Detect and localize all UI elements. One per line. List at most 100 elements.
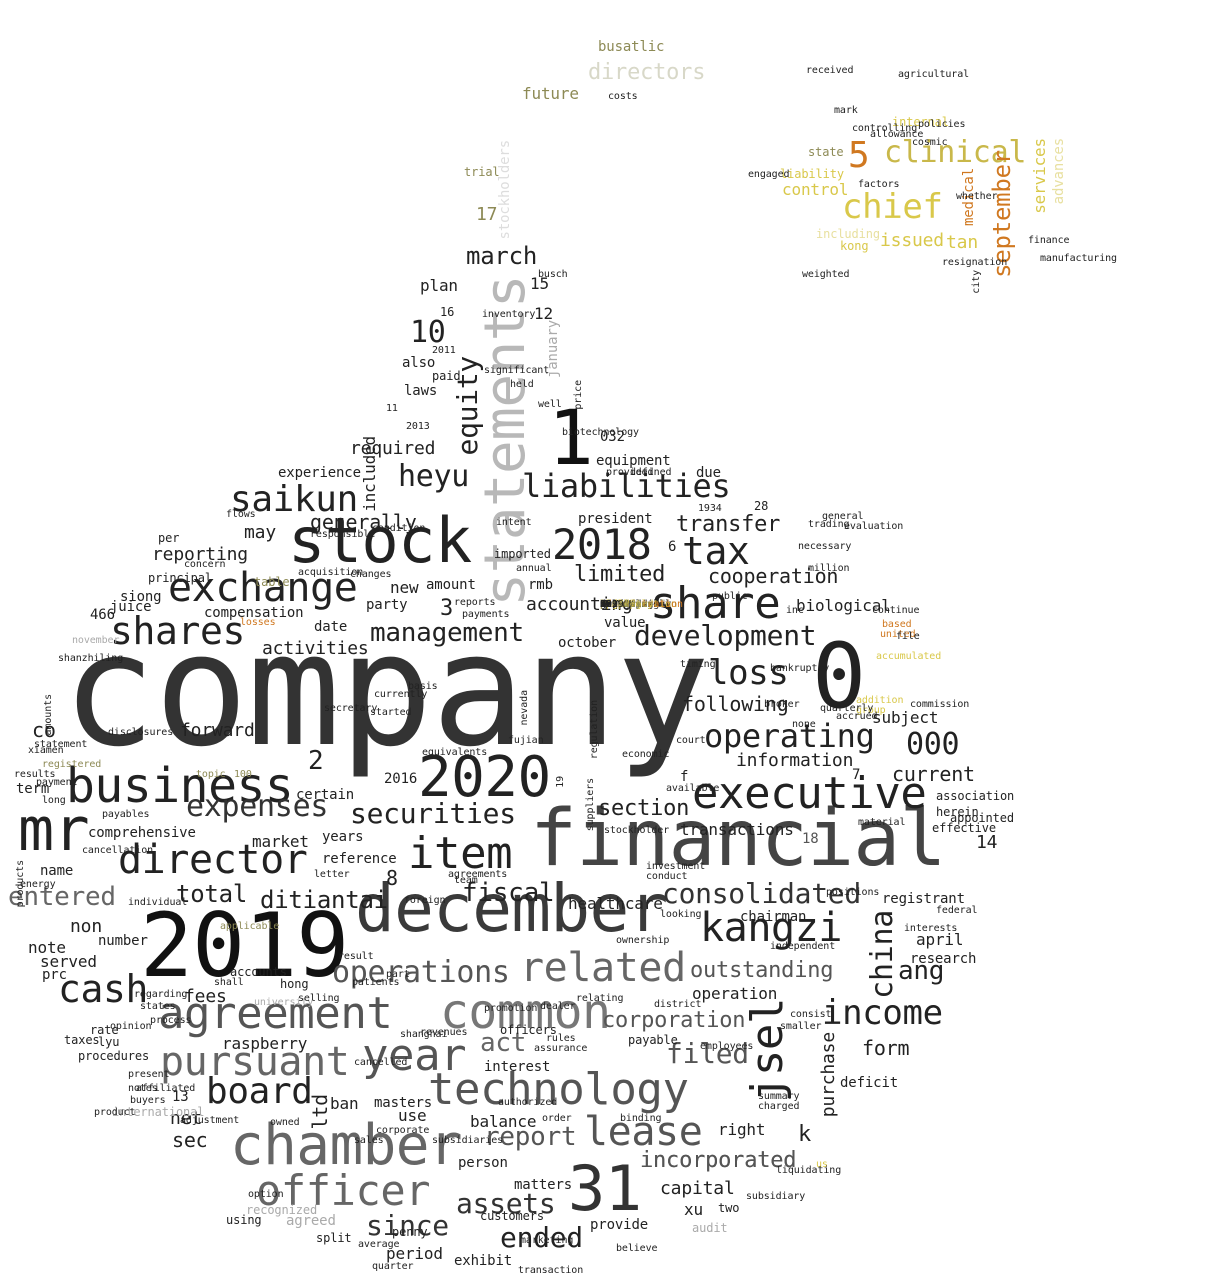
word-216: registered xyxy=(42,759,102,770)
word-135: non xyxy=(70,916,102,937)
word-104: accounting xyxy=(526,594,633,615)
word-407: 23 xyxy=(600,599,612,610)
word-38: chief xyxy=(842,187,943,227)
word-115: deficit xyxy=(840,1075,899,1091)
word-397: provision xyxy=(600,599,654,610)
word-322: district xyxy=(654,999,702,1010)
word-29: pursuant xyxy=(160,1039,350,1085)
word-284: shanzhiling xyxy=(58,653,124,664)
word-13: agreement xyxy=(158,988,393,1039)
word-323: consist xyxy=(790,1009,832,1020)
word-374: basic xyxy=(600,599,630,610)
word-70: following xyxy=(682,692,789,716)
word-186: lyu xyxy=(98,1035,120,1049)
word-49: 000 xyxy=(906,727,960,762)
word-144: 466 xyxy=(90,607,115,623)
word-288: flows xyxy=(226,509,256,520)
word-23: officer xyxy=(256,1166,431,1215)
word-228: university xyxy=(254,997,314,1008)
word-281: regulation xyxy=(589,700,600,760)
word-319: states xyxy=(140,1001,176,1012)
word-294: dealer xyxy=(540,1001,576,1012)
word-349: timing xyxy=(680,659,716,670)
word-22: item xyxy=(408,828,513,879)
word-350: positions xyxy=(826,887,880,898)
word-320: employees xyxy=(700,1041,754,1052)
word-346: significant xyxy=(484,365,550,376)
word-161: laws xyxy=(404,383,438,399)
word-62: ditiantai xyxy=(260,886,388,914)
word-343: agricultural xyxy=(898,69,970,80)
word-379: going xyxy=(600,599,630,610)
word-315: present xyxy=(128,1069,170,1080)
word-137: prc xyxy=(42,967,67,983)
word-233: looking xyxy=(660,909,702,920)
word-130: ltd xyxy=(308,1094,332,1130)
word-408: 20 xyxy=(600,599,612,610)
word-341: whether xyxy=(956,191,998,202)
word-219: results xyxy=(14,769,56,780)
word-151: amount xyxy=(426,577,476,593)
word-295: relating xyxy=(576,993,624,1004)
word-280: nevada xyxy=(519,690,530,726)
word-110: registrant xyxy=(882,891,965,907)
word-409: 4 xyxy=(600,599,606,610)
word-338: resignation xyxy=(942,257,1008,268)
word-404: dr xyxy=(600,599,612,610)
word-190: recognized xyxy=(246,1203,318,1217)
word-392: exercise xyxy=(600,599,648,610)
word-126: interest xyxy=(484,1059,551,1075)
word-18: exchange xyxy=(168,565,358,611)
word-16: 31 xyxy=(568,1152,642,1225)
word-39: clinical xyxy=(884,135,1027,170)
word-96: activities xyxy=(262,638,369,659)
word-352: cancelled xyxy=(354,1057,408,1068)
word-24: shares xyxy=(110,609,245,653)
word-212: table xyxy=(254,575,290,589)
word-93: experience xyxy=(278,465,361,481)
word-51: ang xyxy=(898,956,945,986)
word-313: none xyxy=(792,719,816,730)
word-252: revenues xyxy=(420,1027,468,1038)
word-332: policies xyxy=(918,119,966,130)
word-299: marketing xyxy=(520,1235,574,1246)
word-249: corporate xyxy=(376,1125,430,1136)
word-124: matters xyxy=(514,1177,573,1193)
word-54: report xyxy=(484,1122,577,1152)
word-376: liquidation xyxy=(600,599,666,610)
word-204: commission xyxy=(910,699,970,710)
word-255: well xyxy=(538,399,562,410)
word-20: kangzi xyxy=(700,905,843,951)
word-386: closing xyxy=(600,599,642,610)
word-297: assurance xyxy=(534,1043,588,1054)
word-335: mark xyxy=(834,105,858,116)
word-283: court xyxy=(676,735,706,746)
word-289: started xyxy=(370,707,412,718)
word-278: 2013 xyxy=(406,421,430,432)
word-275: inventory xyxy=(482,309,536,320)
word-78: directors xyxy=(588,60,706,85)
word-226: individual xyxy=(128,897,188,908)
word-261: payments xyxy=(462,609,510,620)
word-181: research xyxy=(910,951,977,967)
word-391: administration xyxy=(600,599,683,610)
word-196: customers xyxy=(480,1209,544,1223)
word-385: health xyxy=(600,599,636,610)
word-403: ms xyxy=(600,599,612,610)
word-307: interests xyxy=(904,923,958,934)
word-367: accelerated xyxy=(600,599,666,610)
word-37: income xyxy=(822,993,943,1033)
word-264: public xyxy=(712,591,748,602)
word-364: consists xyxy=(600,599,648,610)
word-150: date xyxy=(314,619,348,635)
word-52: filed xyxy=(666,1037,749,1070)
word-87: state xyxy=(808,145,844,159)
word-266: million xyxy=(808,563,850,574)
word-153: value xyxy=(604,615,646,631)
word-163: 15 xyxy=(530,274,549,293)
word-113: purchase xyxy=(818,1032,839,1118)
word-136: note xyxy=(28,938,66,957)
word-218: xiamen xyxy=(28,745,64,756)
word-406: 30 xyxy=(600,599,612,610)
